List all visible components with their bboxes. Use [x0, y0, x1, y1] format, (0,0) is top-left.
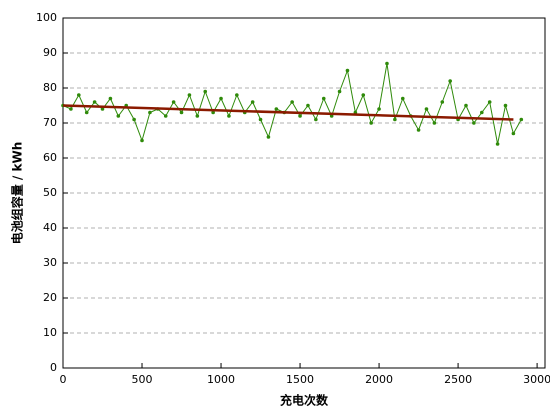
series-line	[62, 104, 514, 121]
point	[321, 96, 326, 101]
y-tick-label: 30	[43, 256, 57, 269]
point	[203, 89, 208, 94]
x-tick-label: 1500	[286, 373, 314, 386]
point	[400, 96, 405, 101]
point	[385, 61, 389, 66]
y-tick-label: 0	[50, 361, 57, 374]
point	[116, 114, 121, 118]
point	[274, 107, 279, 111]
y-tick-label: 20	[43, 291, 57, 304]
x-tick-label: 1000	[207, 373, 235, 386]
point	[258, 117, 263, 122]
x-tick-label: 0	[60, 373, 67, 386]
point	[298, 114, 302, 118]
point	[314, 117, 318, 122]
y-tick-label: 100	[36, 11, 57, 24]
point	[448, 79, 452, 83]
x-axis-title: 充电次数	[280, 393, 329, 408]
point	[487, 100, 492, 104]
x-tick-label: 500	[132, 373, 153, 386]
point	[163, 114, 168, 118]
point	[479, 110, 484, 115]
point	[69, 107, 73, 111]
point	[108, 96, 113, 101]
point	[227, 114, 231, 118]
point	[235, 93, 239, 97]
point	[503, 103, 508, 108]
point	[464, 103, 468, 108]
point	[519, 117, 524, 122]
y-axis-title: 电池组容量 / kWh	[10, 142, 25, 245]
point	[472, 121, 476, 125]
point	[171, 100, 176, 104]
point	[211, 110, 215, 115]
point	[337, 89, 342, 94]
point	[377, 107, 381, 111]
point	[511, 131, 516, 136]
point	[361, 93, 366, 97]
point	[345, 68, 350, 73]
point	[77, 93, 81, 97]
y-tick-label: 80	[43, 81, 57, 94]
point	[100, 107, 105, 111]
point	[440, 100, 445, 104]
y-tick-label: 60	[43, 151, 57, 164]
point	[140, 138, 144, 143]
point	[416, 128, 421, 132]
point	[187, 93, 192, 97]
y-tick-label: 70	[43, 116, 57, 129]
y-tick-label: 90	[43, 46, 57, 59]
point	[393, 117, 397, 122]
point	[148, 110, 152, 115]
x-tick-label: 2500	[444, 373, 472, 386]
point	[495, 142, 500, 146]
point	[369, 121, 373, 125]
x-tick-label: 3000	[523, 373, 550, 386]
point	[290, 100, 294, 104]
point	[84, 110, 89, 115]
point	[92, 100, 97, 104]
point	[179, 110, 184, 115]
y-tick-label: 50	[43, 186, 57, 199]
point	[132, 117, 136, 122]
point	[306, 103, 310, 108]
point	[195, 114, 200, 118]
point	[219, 96, 223, 101]
point	[250, 100, 255, 104]
y-tick-label: 10	[43, 326, 57, 339]
y-tick-label: 40	[43, 221, 57, 234]
x-tick-label: 2000	[365, 373, 393, 386]
point	[424, 107, 429, 111]
point	[266, 135, 271, 139]
point	[432, 121, 437, 125]
